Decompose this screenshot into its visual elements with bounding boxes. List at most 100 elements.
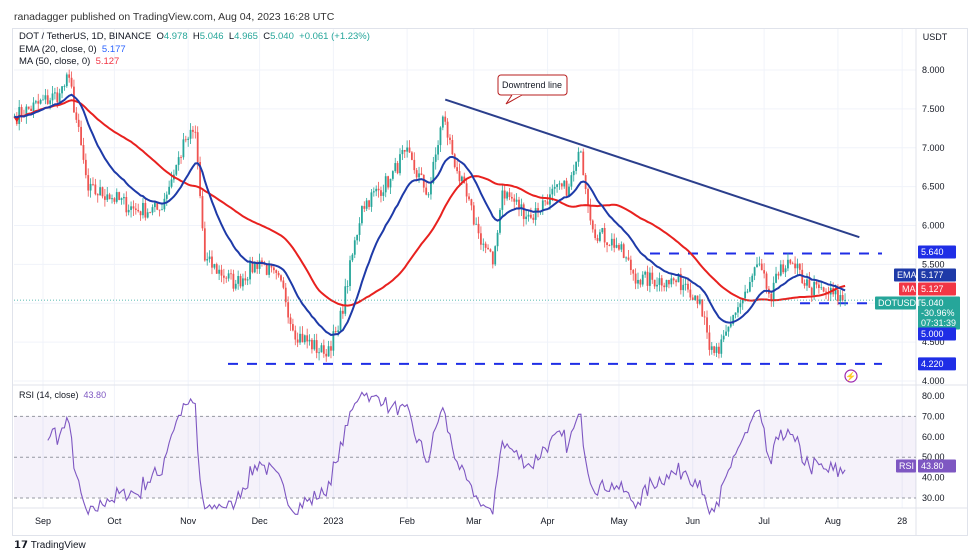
candle-body: [361, 206, 363, 224]
candle: [651, 266, 654, 284]
candle-body: [406, 147, 409, 152]
candle-body: [239, 276, 242, 287]
candle: [296, 332, 299, 348]
candle-body: [808, 279, 811, 288]
candle-body: [322, 345, 325, 354]
candle-body: [201, 196, 204, 229]
candle-body: [403, 149, 406, 152]
candle-body: [244, 278, 247, 281]
candle: [182, 133, 185, 160]
candle-body: [280, 275, 282, 281]
candle-body: [170, 179, 173, 187]
rsi-label[interactable]: RSI (14, close): [19, 390, 79, 400]
candle-body: [591, 220, 594, 230]
candle-body: [334, 331, 337, 333]
ma-label[interactable]: MA (50, close, 0): [19, 56, 91, 67]
rsi-tick-label: 70.00: [922, 411, 945, 421]
candle: [594, 223, 597, 241]
candle-body: [698, 299, 701, 304]
downtrend-line[interactable]: [444, 98, 860, 239]
candle: [27, 106, 30, 110]
candle-body: [508, 192, 511, 197]
tradingview-logo[interactable]: 𝟭𝟳 TradingView: [14, 540, 86, 551]
candle-body: [806, 279, 808, 286]
candle: [480, 226, 482, 250]
candle-body: [451, 140, 454, 155]
candle-body: [418, 173, 420, 178]
candle-body: [375, 188, 378, 192]
candle: [192, 126, 194, 139]
candle-body: [620, 244, 623, 250]
candle-body: [710, 346, 713, 350]
candle-body: [391, 171, 394, 179]
candle-body: [575, 161, 578, 171]
candle-body: [689, 289, 692, 298]
candle-body: [494, 246, 497, 265]
candle: [689, 282, 692, 301]
candle-body: [706, 317, 708, 333]
candle: [175, 164, 178, 176]
candle-body: [196, 132, 199, 162]
candle: [565, 177, 568, 199]
candle: [282, 277, 285, 290]
candle-body: [215, 264, 218, 274]
candle: [213, 263, 216, 270]
candle: [68, 69, 71, 83]
time-axis-label: Dec: [252, 516, 269, 526]
candle: [215, 262, 218, 274]
candle: [732, 314, 735, 326]
candle: [639, 278, 642, 288]
candle: [622, 242, 625, 259]
candle-body: [153, 202, 156, 208]
candle-body: [327, 346, 330, 357]
candle: [315, 333, 318, 359]
ema-price-badge: 5.177: [921, 270, 944, 280]
level-mid-badge: 5.000: [921, 329, 944, 339]
candle: [63, 84, 66, 91]
candle-body: [99, 187, 102, 196]
candle: [396, 160, 399, 175]
high-value: 5.046: [199, 31, 224, 42]
candle-body: [820, 287, 823, 289]
candle: [739, 300, 742, 314]
candle: [111, 194, 113, 204]
candle-body: [444, 116, 447, 122]
candle: [820, 282, 823, 291]
candle-body: [660, 278, 663, 286]
annotation-box[interactable]: [497, 74, 568, 96]
candle: [306, 328, 309, 349]
candle: [656, 277, 658, 292]
ema-label[interactable]: EMA (20, close, 0): [19, 43, 97, 55]
candle-body: [30, 108, 32, 111]
candle: [482, 238, 485, 252]
candle: [737, 301, 739, 318]
ma-tag: MA: [902, 284, 916, 294]
candle: [720, 334, 723, 358]
candle: [280, 274, 282, 283]
candle-body: [465, 183, 468, 197]
candle-body: [284, 287, 287, 303]
candle: [363, 201, 366, 213]
open-value: 4.978: [163, 31, 188, 42]
candle-body: [34, 101, 37, 103]
candle: [108, 192, 111, 200]
candle: [375, 185, 378, 197]
symbol-label[interactable]: DOT / TetherUS, 1D, BINANCE: [19, 31, 152, 42]
candle-body: [703, 316, 706, 318]
candle: [399, 148, 401, 176]
candle: [427, 192, 430, 198]
candle: [308, 334, 311, 346]
candle-body: [687, 283, 689, 290]
candle-body: [222, 275, 225, 278]
candle: [817, 281, 820, 294]
candle: [206, 252, 209, 266]
candle: [377, 181, 380, 198]
open-label: O: [156, 31, 164, 42]
candle: [351, 253, 354, 263]
candle: [815, 281, 818, 289]
candle-body: [372, 191, 375, 193]
flash-icon[interactable]: [844, 369, 858, 383]
candle: [582, 148, 585, 176]
candle: [513, 194, 516, 209]
